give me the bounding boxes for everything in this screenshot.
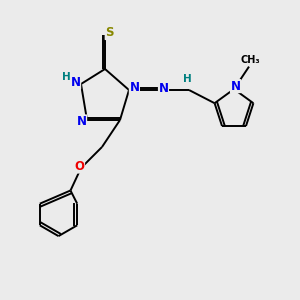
Text: CH₃: CH₃: [241, 55, 260, 65]
Text: O: O: [74, 160, 85, 173]
Text: H: H: [183, 74, 192, 84]
Text: N: N: [230, 80, 241, 93]
Text: N: N: [76, 115, 87, 128]
Text: N: N: [70, 76, 81, 89]
Text: H: H: [62, 72, 71, 82]
Text: S: S: [105, 26, 114, 40]
Text: N: N: [158, 82, 169, 95]
Text: N: N: [129, 81, 140, 94]
